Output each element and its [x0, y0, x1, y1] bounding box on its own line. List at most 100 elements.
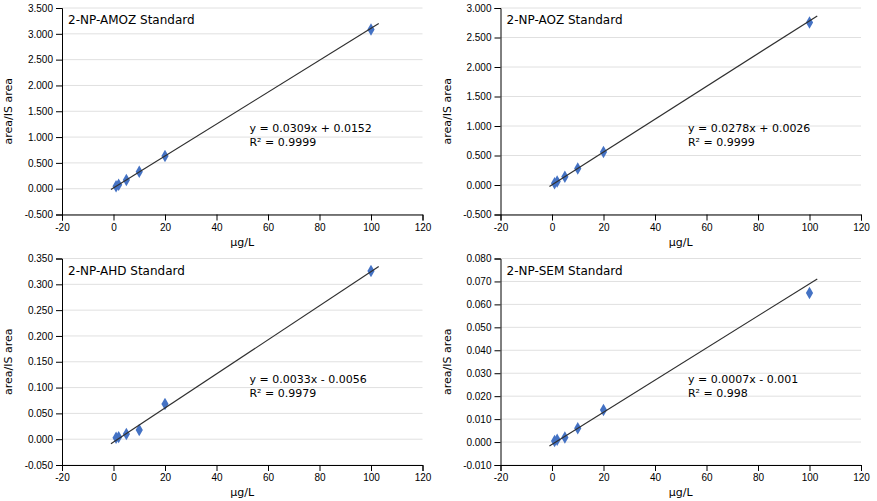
tick-label: 0.500 — [28, 158, 53, 169]
gridline — [62, 8, 423, 9]
tick: 100 — [802, 465, 819, 483]
tick-mark — [320, 215, 321, 221]
tick-label: 120 — [853, 472, 870, 483]
tick: 120 — [853, 215, 870, 233]
tick-mark — [56, 336, 62, 337]
tick-mark — [268, 465, 269, 471]
tick: 80 — [314, 215, 326, 233]
gridline — [501, 396, 862, 397]
tick: 0.200 — [28, 331, 62, 342]
tick-mark — [810, 215, 811, 221]
grid — [501, 8, 862, 215]
tick-label: 0.250 — [28, 305, 53, 316]
tick-label: 20 — [598, 222, 610, 233]
tick: -20 — [55, 465, 70, 483]
tick-label: -0.500 — [463, 209, 492, 220]
gridline — [62, 335, 423, 336]
tick: 0.350 — [28, 253, 62, 264]
tick-mark — [495, 156, 501, 157]
tick: 0.050 — [466, 322, 500, 333]
tick-label: 0.040 — [466, 345, 491, 356]
tick-label: 0.050 — [466, 322, 491, 333]
tick-label: 80 — [314, 222, 326, 233]
tick-label: -0.050 — [25, 460, 54, 471]
tick-label: 20 — [160, 222, 172, 233]
y-axis-title: area/IS area — [441, 78, 454, 145]
tick-mark — [495, 304, 501, 305]
gridline — [62, 59, 423, 60]
x-axis-title: μg/L — [669, 236, 694, 249]
tick-label: 3.000 — [28, 29, 53, 40]
tick: 60 — [263, 465, 275, 483]
title: 2-NP-AHD Standard — [68, 264, 185, 278]
tick: 3.000 — [466, 3, 500, 14]
panel: -20020406080100120-0.0500.0000.0500.1000… — [2, 253, 432, 499]
fit-line — [111, 24, 379, 190]
tick: 80 — [314, 465, 326, 483]
tick-label: 0.000 — [28, 183, 53, 194]
tick-mark — [495, 8, 501, 9]
tick-label: 60 — [701, 222, 713, 233]
tick-label: 100 — [802, 222, 819, 233]
figure: -20020406080100120-0.5000.0000.5001.0001… — [0, 0, 877, 501]
tick-label: 120 — [853, 222, 870, 233]
tick-mark — [758, 465, 759, 471]
tick-mark — [56, 111, 62, 112]
gridline — [501, 37, 862, 38]
tick: 60 — [701, 465, 713, 483]
gridline — [501, 373, 862, 374]
tick-mark — [810, 465, 811, 471]
plot-area — [111, 265, 379, 444]
tick: 0 — [550, 215, 556, 233]
tick-label: 0 — [550, 472, 556, 483]
tick-label: 20 — [160, 472, 172, 483]
y-axis-title: area/IS area — [2, 78, 15, 145]
tick-mark — [114, 465, 115, 471]
gridline — [501, 350, 862, 351]
gridline — [62, 284, 423, 285]
tick-label: 0.200 — [28, 331, 53, 342]
tick-label: 80 — [753, 472, 765, 483]
tick: 60 — [263, 215, 275, 233]
tick: 20 — [160, 465, 172, 483]
tick-mark — [56, 85, 62, 86]
y-axis: -0.5000.0000.5001.0001.5002.0002.5003.00… — [25, 3, 63, 221]
tick: 80 — [753, 465, 765, 483]
tick: -0.500 — [25, 209, 62, 220]
annotation: y = 0.0278x + 0.0026 — [688, 122, 810, 135]
tick: 0.000 — [466, 437, 500, 448]
tick-mark — [495, 67, 501, 68]
annotation: R² = 0.9999 — [688, 136, 755, 149]
tick-label: 60 — [263, 222, 275, 233]
gridline — [501, 327, 862, 328]
tick-mark — [371, 215, 372, 221]
axis-line — [63, 466, 424, 472]
tick: 0 — [111, 465, 117, 483]
tick: 120 — [415, 465, 432, 483]
tick-label: 40 — [650, 222, 662, 233]
tick: 0.500 — [28, 158, 62, 169]
panel: -20020406080100120-0.5000.0000.5001.0001… — [2, 3, 432, 249]
tick-mark — [495, 259, 501, 260]
tick-label: 0.060 — [466, 299, 491, 310]
tick-label: 0.150 — [28, 356, 53, 367]
gridline — [501, 258, 862, 259]
x-axis-title: μg/L — [230, 236, 255, 249]
tick-mark — [56, 362, 62, 363]
tick-label: 2.500 — [28, 54, 53, 65]
grid — [501, 259, 862, 466]
gridline — [62, 413, 423, 414]
plot-area — [111, 23, 379, 192]
gridline — [501, 304, 862, 305]
tick-label: 2.500 — [466, 32, 491, 43]
gridline — [62, 310, 423, 311]
plot-area — [549, 279, 817, 447]
tick-label: 0.020 — [466, 391, 491, 402]
tick-mark — [495, 281, 501, 282]
tick-mark — [495, 350, 501, 351]
panel: -20020406080100120-0.5000.0000.5001.0001… — [441, 3, 871, 249]
tick: 0.040 — [466, 345, 500, 356]
tick-label: -20 — [55, 222, 70, 233]
tick-label: 0 — [111, 472, 117, 483]
tick: 0.000 — [28, 183, 62, 194]
